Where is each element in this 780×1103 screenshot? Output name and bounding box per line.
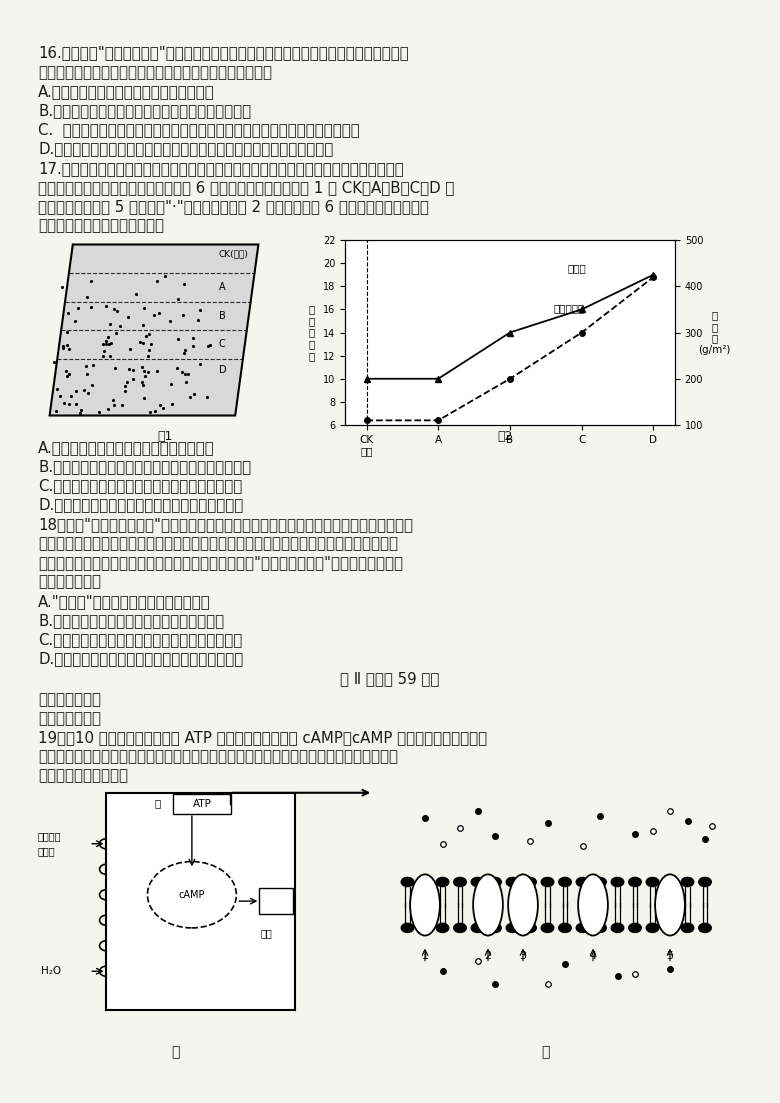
Text: （一）必考题：: （一）必考题： [38, 711, 101, 726]
Text: 2: 2 [484, 951, 491, 961]
Text: 1: 1 [421, 951, 428, 961]
Circle shape [681, 877, 693, 887]
Circle shape [558, 877, 571, 887]
Text: D.为加快细胞与周围环境的物质交换，动物卵细胞的体积一般都相对较大: D.为加快细胞与周围环境的物质交换，动物卵细胞的体积一般都相对较大 [38, 141, 333, 156]
Circle shape [471, 877, 484, 887]
Circle shape [558, 923, 571, 932]
Text: D: D [219, 365, 226, 375]
Text: 5: 5 [666, 951, 673, 961]
Circle shape [629, 923, 641, 932]
Text: 甲: 甲 [171, 1045, 179, 1059]
Text: B: B [219, 311, 225, 321]
Text: C: C [219, 340, 225, 350]
Circle shape [664, 923, 676, 932]
Circle shape [612, 923, 624, 932]
Circle shape [699, 923, 711, 932]
Circle shape [523, 923, 537, 932]
Text: ATP: ATP [193, 800, 211, 810]
Text: 乙: 乙 [541, 1045, 549, 1059]
Y-axis label: 植
物
丰
富
度: 植 物 丰 富 度 [309, 304, 315, 361]
Text: 去的废弃农产品代替化肥改造盐碱地。从生态学角度对"零废弃生态农业"进行分析，下列叙: 去的废弃农产品代替化肥改造盐碱地。从生态学角度对"零废弃生态农业"进行分析，下列… [38, 555, 403, 570]
Circle shape [436, 923, 448, 932]
Circle shape [612, 877, 624, 887]
Text: D.促进了该生态系统中的物质循环并减少环境污染: D.促进了该生态系统中的物质循环并减少环境污染 [38, 651, 243, 666]
Text: 18．新型"零废弃生态农业"利用酶催化剂，将鸡粪、猪粪及农田废弃物变为无臭无味溶于水: 18．新型"零废弃生态农业"利用酶催化剂，将鸡粪、猪粪及农田废弃物变为无臭无味溶… [38, 517, 413, 532]
Text: 植物丰富度，下列分析正确的是: 植物丰富度，下列分析正确的是 [38, 218, 164, 233]
Text: A."零废弃"改变了该生态系统的组成成分: A."零废弃"改变了该生态系统的组成成分 [38, 595, 211, 609]
Circle shape [541, 877, 554, 887]
Circle shape [401, 923, 414, 932]
Text: 酶: 酶 [154, 797, 161, 808]
Text: 挥重要作用。图甲是肾小管上皮细胞部分生理过程图解，图乙是该细胞膜局部亚显微结构图: 挥重要作用。图甲是肾小管上皮细胞部分生理过程图解，图乙是该细胞膜局部亚显微结构图 [38, 749, 398, 764]
Text: 4: 4 [590, 951, 597, 961]
Text: H₂O: H₂O [41, 966, 62, 976]
Text: C.鼢鼠挖洞行为有利于疏松土壤从而促进植物生长: C.鼢鼠挖洞行为有利于疏松土壤从而促进植物生长 [38, 478, 243, 493]
Text: 受体: 受体 [261, 928, 272, 938]
Circle shape [681, 923, 693, 932]
Text: 三、非选择题：: 三、非选择题： [38, 692, 101, 707]
Text: 解，请回答相关问题。: 解，请回答相关问题。 [38, 768, 128, 783]
Circle shape [594, 923, 606, 932]
Circle shape [419, 923, 431, 932]
Text: B.酶催化剂提高了该生态系统中分解者的作用: B.酶催化剂提高了该生态系统中分解者的作用 [38, 613, 224, 628]
Ellipse shape [655, 875, 685, 935]
Text: 图1: 图1 [158, 430, 172, 443]
Circle shape [489, 923, 502, 932]
Y-axis label: 生
物
量
(g/m²): 生 物 量 (g/m²) [698, 310, 731, 355]
Text: 第 Ⅱ 卷（共 59 分）: 第 Ⅱ 卷（共 59 分） [340, 671, 440, 686]
Circle shape [506, 923, 519, 932]
Text: 的粉末，随水施撒在土壤里，实现了农田有机垃圾的零废弃、无污染，让农田秸秆和卖不出: 的粉末，随水施撒在土壤里，实现了农田有机垃圾的零废弃、无污染，让农田秸秆和卖不出 [38, 536, 398, 552]
Text: B.生物大分子以碳链为骨架，这与碳原子的结构有关: B.生物大分子以碳链为骨架，这与碳原子的结构有关 [38, 103, 251, 118]
Circle shape [699, 877, 711, 887]
Text: 中形成无植被覆盖的裸露土丘，土丘需 6 年左右才能逐步恢复。图 1 中 CK、A、B、C、D 表: 中形成无植被覆盖的裸露土丘，土丘需 6 年左右才能逐步恢复。图 1 中 CK、A… [38, 180, 455, 195]
Text: B.草甸中高原鼢鼠数量越多，恢复后植物丰富度越高: B.草甸中高原鼢鼠数量越多，恢复后植物丰富度越高 [38, 459, 251, 474]
Text: 道蛋白: 道蛋白 [38, 846, 55, 856]
Text: 内含水通: 内含水通 [38, 831, 62, 842]
Circle shape [646, 877, 659, 887]
Ellipse shape [410, 875, 440, 935]
Text: 生物量: 生物量 [567, 264, 586, 274]
Text: A.蛋白质变性后，其生物活性也会随之丧失: A.蛋白质变性后，其生物活性也会随之丧失 [38, 84, 215, 99]
Polygon shape [50, 245, 258, 416]
Text: A.裸露土丘的恢复过程属于种群的次生演替: A.裸露土丘的恢复过程属于种群的次生演替 [38, 440, 215, 456]
Circle shape [646, 923, 659, 932]
Circle shape [576, 923, 589, 932]
Text: 16.有人认为"结构与功能观"的内涵是一定的结构必然有与之相对应的功能存在，且任何功: 16.有人认为"结构与功能观"的内涵是一定的结构必然有与之相对应的功能存在，且任… [38, 45, 409, 60]
Text: A: A [219, 282, 225, 292]
Text: 示土丘密度不同的 5 个区域（"·"表示土丘）。图 2 表示演替至第 6 年时各区域的生物量和: 示土丘密度不同的 5 个区域（"·"表示土丘）。图 2 表示演替至第 6 年时各… [38, 199, 429, 214]
Circle shape [401, 877, 414, 887]
Text: 19．（10 分）细胞中的少部分 ATP 会在酶的催化下形成 cAMP，cAMP 在调节细胞代谢方面发: 19．（10 分）细胞中的少部分 ATP 会在酶的催化下形成 cAMP，cAMP… [38, 730, 488, 745]
Ellipse shape [473, 875, 503, 935]
Text: CK(对照): CK(对照) [219, 249, 249, 258]
Text: 能都需要一定的结构来完成。下列叙述能支持这一观点的是: 能都需要一定的结构来完成。下列叙述能支持这一观点的是 [38, 65, 272, 81]
Ellipse shape [508, 875, 538, 935]
Circle shape [454, 923, 466, 932]
Text: cAMP: cAMP [179, 890, 205, 900]
Circle shape [419, 877, 431, 887]
Text: 图2: 图2 [498, 430, 512, 443]
Circle shape [541, 923, 554, 932]
Text: 述错误的是（）: 述错误的是（） [38, 574, 101, 589]
Circle shape [489, 877, 502, 887]
Circle shape [664, 877, 676, 887]
Circle shape [594, 877, 606, 887]
FancyBboxPatch shape [106, 793, 295, 1009]
Text: C.  线粒体内膜是有氧呼吸的重要场所，内膜比外膜面积大，而且蛋白质含量高: C. 线粒体内膜是有氧呼吸的重要场所，内膜比外膜面积大，而且蛋白质含量高 [38, 122, 360, 137]
FancyBboxPatch shape [259, 888, 292, 914]
Text: C.废弃物再利用提高了该生态系统中能量传递效率: C.废弃物再利用提高了该生态系统中能量传递效率 [38, 632, 243, 647]
Text: 植物丰富度: 植物丰富度 [553, 303, 584, 313]
Circle shape [576, 877, 589, 887]
FancyBboxPatch shape [173, 794, 231, 814]
Circle shape [629, 877, 641, 887]
Text: 17.高原鼢鼠是一种营地下生活的挖掘类啮齿动物，挖洞时将挖出的土堆在地面，会在草甸: 17.高原鼢鼠是一种营地下生活的挖掘类啮齿动物，挖洞时将挖出的土堆在地面，会在草… [38, 161, 404, 176]
Text: D.彻底消灭鼢鼠不利于提高草甸生态系统的稳定性: D.彻底消灭鼢鼠不利于提高草甸生态系统的稳定性 [38, 497, 243, 512]
Circle shape [471, 923, 484, 932]
Circle shape [436, 877, 448, 887]
Circle shape [523, 877, 537, 887]
Circle shape [506, 877, 519, 887]
Text: 3: 3 [519, 951, 526, 961]
Circle shape [454, 877, 466, 887]
Ellipse shape [578, 875, 608, 935]
